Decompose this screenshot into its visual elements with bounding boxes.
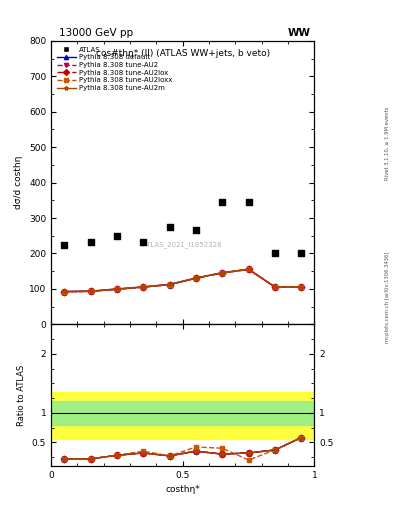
Pythia 8.308 tune-AU2 (220, 270, 225, 276)
Pythia 8.308 tune-AU2loxx (299, 284, 304, 290)
Pythia 8.308 tune-AU2m (88, 288, 93, 294)
Pythia 8.308 tune-AU2m (115, 286, 119, 292)
Pythia 8.308 tune-AU2m (299, 284, 304, 290)
Pythia 8.308 tune-AU2loxx (88, 288, 93, 294)
Bar (51, 392, 314, 439)
Text: 13000 GeV pp: 13000 GeV pp (59, 28, 133, 38)
Text: ATLAS_2021_I1852328: ATLAS_2021_I1852328 (143, 242, 222, 248)
Pythia 8.308 default (246, 266, 251, 272)
Line: Pythia 8.308 tune-AU2loxx: Pythia 8.308 tune-AU2loxx (62, 267, 304, 294)
ATLAS (219, 198, 226, 206)
Pythia 8.308 default (194, 275, 198, 281)
ATLAS (298, 249, 305, 258)
ATLAS (167, 223, 173, 231)
Pythia 8.308 tune-AU2lox (194, 275, 198, 281)
ATLAS (140, 238, 147, 246)
Pythia 8.308 tune-AU2m (167, 281, 172, 287)
Line: Pythia 8.308 tune-AU2m: Pythia 8.308 tune-AU2m (62, 267, 304, 294)
Pythia 8.308 tune-AU2 (141, 284, 146, 290)
Pythia 8.308 tune-AU2loxx (273, 284, 277, 290)
Pythia 8.308 tune-AU2lox (220, 270, 225, 276)
Line: Pythia 8.308 tune-AU2: Pythia 8.308 tune-AU2 (62, 267, 304, 294)
Pythia 8.308 tune-AU2lox (62, 289, 67, 295)
Line: Pythia 8.308 tune-AU2lox: Pythia 8.308 tune-AU2lox (62, 267, 304, 294)
X-axis label: costhη*: costhη* (165, 485, 200, 495)
Pythia 8.308 tune-AU2m (220, 269, 225, 275)
Pythia 8.308 tune-AU2loxx (246, 266, 251, 272)
Pythia 8.308 tune-AU2loxx (141, 284, 146, 290)
Pythia 8.308 tune-AU2 (273, 284, 277, 290)
Pythia 8.308 tune-AU2lox (273, 284, 277, 290)
Y-axis label: dσ/d costhη: dσ/d costhη (15, 156, 24, 209)
Pythia 8.308 default (115, 286, 119, 292)
Text: mcplots.cern.ch [arXiv:1306.3436]: mcplots.cern.ch [arXiv:1306.3436] (385, 251, 389, 343)
Line: Pythia 8.308 default: Pythia 8.308 default (62, 267, 304, 294)
ATLAS (246, 198, 252, 206)
Pythia 8.308 tune-AU2lox (141, 284, 146, 290)
Pythia 8.308 tune-AU2loxx (167, 282, 172, 288)
Pythia 8.308 default (62, 289, 67, 295)
Pythia 8.308 tune-AU2lox (167, 282, 172, 288)
ATLAS (87, 238, 94, 246)
Text: Rivet 3.1.10, ≥ 1.9M events: Rivet 3.1.10, ≥ 1.9M events (385, 106, 389, 180)
Bar (51, 401, 314, 424)
Pythia 8.308 tune-AU2m (141, 284, 146, 290)
Pythia 8.308 tune-AU2 (88, 288, 93, 294)
Pythia 8.308 tune-AU2lox (246, 266, 251, 272)
Pythia 8.308 tune-AU2loxx (62, 289, 67, 295)
Pythia 8.308 default (141, 284, 146, 290)
Pythia 8.308 tune-AU2 (167, 282, 172, 288)
Pythia 8.308 tune-AU2 (115, 286, 119, 292)
Legend: ATLAS, Pythia 8.308 default, Pythia 8.308 tune-AU2, Pythia 8.308 tune-AU2lox, Py: ATLAS, Pythia 8.308 default, Pythia 8.30… (55, 45, 174, 93)
Pythia 8.308 tune-AU2 (299, 284, 304, 290)
Pythia 8.308 default (88, 288, 93, 294)
Pythia 8.308 tune-AU2loxx (194, 275, 198, 281)
Text: cos#thη* (ll) (ATLAS WW+jets, b veto): cos#thη* (ll) (ATLAS WW+jets, b veto) (95, 50, 270, 58)
Y-axis label: Ratio to ATLAS: Ratio to ATLAS (17, 365, 26, 425)
Pythia 8.308 tune-AU2loxx (220, 270, 225, 276)
Pythia 8.308 tune-AU2 (62, 289, 67, 295)
ATLAS (272, 249, 278, 258)
Pythia 8.308 tune-AU2 (194, 275, 198, 281)
Pythia 8.308 tune-AU2m (246, 266, 251, 272)
Pythia 8.308 tune-AU2lox (115, 286, 119, 292)
Pythia 8.308 tune-AU2loxx (115, 286, 119, 292)
Pythia 8.308 tune-AU2 (246, 266, 251, 272)
Pythia 8.308 tune-AU2m (62, 288, 67, 294)
Pythia 8.308 tune-AU2lox (299, 284, 304, 290)
Pythia 8.308 tune-AU2m (273, 284, 277, 290)
Pythia 8.308 default (299, 284, 304, 290)
ATLAS (61, 241, 68, 249)
ATLAS (193, 226, 199, 234)
Pythia 8.308 default (220, 270, 225, 276)
Text: WW: WW (287, 28, 310, 38)
Pythia 8.308 tune-AU2m (194, 275, 198, 281)
Pythia 8.308 default (273, 284, 277, 290)
Pythia 8.308 tune-AU2lox (88, 288, 93, 294)
Pythia 8.308 default (167, 282, 172, 288)
ATLAS (114, 231, 120, 240)
